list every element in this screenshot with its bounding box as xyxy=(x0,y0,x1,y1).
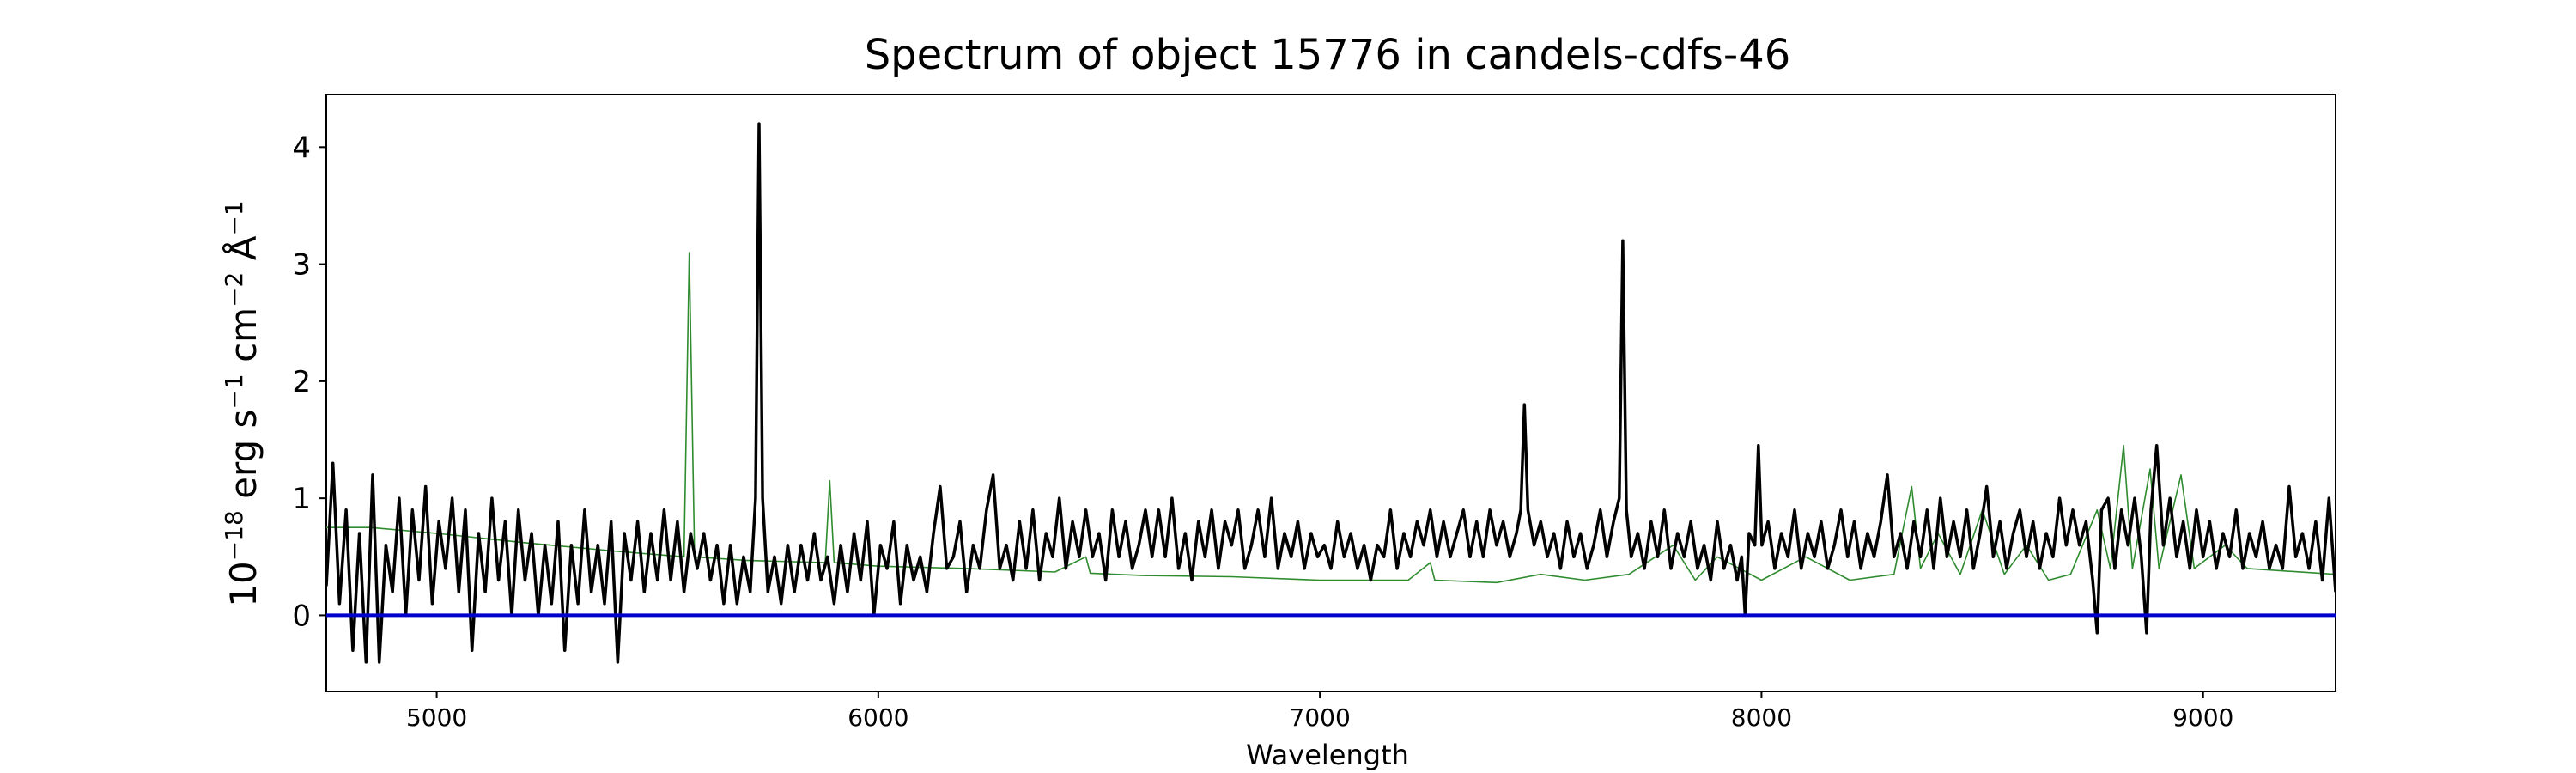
y-tick-label: 4 xyxy=(292,131,311,165)
ylabel-exp2: −1 xyxy=(220,374,248,409)
spectrum-series-line xyxy=(326,122,2336,664)
plot-area xyxy=(326,122,2336,664)
x-tick-label: 7000 xyxy=(1290,703,1351,732)
ylabel-exp1: −18 xyxy=(220,510,248,561)
y-tick-label: 0 xyxy=(292,599,311,633)
x-tick-label: 8000 xyxy=(1731,703,1792,732)
y-axis: 0 1 2 3 4 xyxy=(292,131,326,633)
x-axis-label: Wavelength xyxy=(1246,739,1409,771)
ylabel-unit3: Å xyxy=(222,235,264,271)
ylabel-base: 10 xyxy=(222,561,264,606)
y-axis-label: 10−18 erg s−1 cm−2 Å−1 xyxy=(220,200,264,606)
ylabel-exp3: −2 xyxy=(220,272,248,307)
x-axis: 5000 6000 7000 8000 9000 xyxy=(406,691,2233,732)
y-tick-label: 2 xyxy=(292,365,311,399)
plot-frame xyxy=(325,94,2336,692)
ylabel-unit1: erg s xyxy=(222,410,264,511)
chart-title: Spectrum of object 15776 in candels-cdfs… xyxy=(865,31,1791,79)
y-tick-label: 3 xyxy=(292,248,311,283)
ylabel-exp4: −1 xyxy=(220,200,248,235)
x-tick-label: 5000 xyxy=(406,703,467,732)
x-tick-label: 9000 xyxy=(2172,703,2233,732)
ylabel-unit2: cm xyxy=(222,307,264,374)
y-tick-label: 1 xyxy=(292,482,311,516)
x-tick-label: 6000 xyxy=(848,703,908,732)
